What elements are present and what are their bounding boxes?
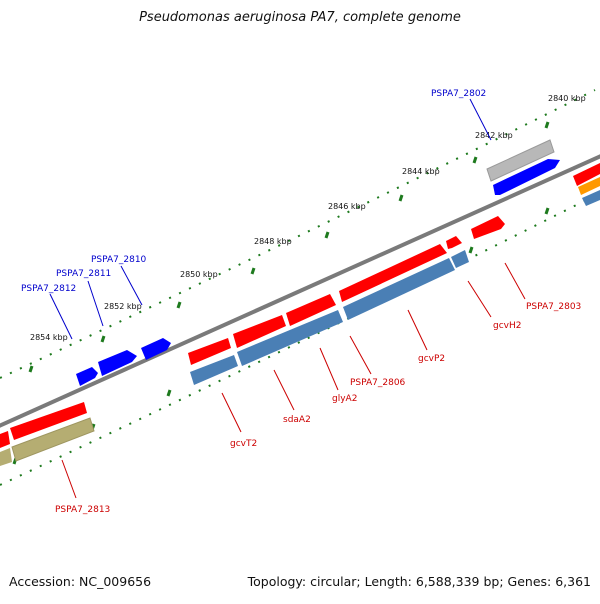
gene-gcvT2[interactable] <box>188 338 231 365</box>
gene-gcvH2[interactable] <box>446 236 462 249</box>
cds-features <box>190 190 600 385</box>
reverse-strand-genes <box>76 159 560 386</box>
topology-text: Topology: circular; Length: 6,588,339 bp… <box>247 574 591 589</box>
olive-feature-edge[interactable] <box>0 448 12 466</box>
label-PSPA7_2803[interactable]: PSPA7_2803 <box>526 302 581 312</box>
label-PSPA7_2810[interactable]: PSPA7_2810 <box>91 255 147 265</box>
gene-right-edge[interactable] <box>573 163 600 186</box>
forward-strand-genes <box>0 163 600 448</box>
inner-ruler-track <box>0 192 600 486</box>
gene-glyA2[interactable] <box>233 315 286 348</box>
label-PSPA7_2812[interactable]: PSPA7_2812 <box>21 284 76 294</box>
label-PSPA7_2806[interactable]: PSPA7_2806 <box>350 378 406 388</box>
gene-PSPA7_2810[interactable] <box>141 338 171 360</box>
cds-gcvH2[interactable] <box>451 250 469 268</box>
olive-feature[interactable] <box>11 417 95 462</box>
gene-PSPA7_2802[interactable] <box>493 159 560 195</box>
label-PSPA7_2802[interactable]: PSPA7_2802 <box>431 89 486 99</box>
label-leader-lines <box>49 98 526 499</box>
label-gcvP2[interactable]: gcvP2 <box>418 354 445 364</box>
outer-ruler-track <box>0 89 596 379</box>
ruler-label-2852: 2852 kbp <box>104 302 142 311</box>
gene-gcvP2[interactable] <box>339 244 447 302</box>
gene-PSPA7_2806[interactable] <box>286 294 336 326</box>
orange-feature[interactable] <box>578 177 600 195</box>
ruler-label-2842: 2842 kbp <box>475 131 513 140</box>
cds-glyA2[interactable] <box>237 310 343 366</box>
ruler-label-2848: 2848 kbp <box>254 237 292 246</box>
ruler-label-2846: 2846 kbp <box>328 202 366 211</box>
label-sdaA2[interactable]: sdaA2 <box>283 415 311 425</box>
grey-feature[interactable] <box>486 139 555 182</box>
forward-gene-labels: PSPA7_2803 gcvH2 gcvP2 PSPA7_2806 glyA2 … <box>55 302 581 515</box>
genome-backbone <box>0 154 600 428</box>
cds-gcvT2[interactable] <box>190 355 238 385</box>
ruler-label-2840: 2840 kbp <box>548 94 586 103</box>
label-glyA2[interactable]: glyA2 <box>332 394 357 404</box>
ruler-label-2844: 2844 kbp <box>402 167 440 176</box>
ruler-label-2850: 2850 kbp <box>180 270 218 279</box>
accession-text: Accession: NC_009656 <box>9 574 152 589</box>
label-gcvT2[interactable]: gcvT2 <box>230 439 257 449</box>
cds-right-edge[interactable] <box>582 190 600 206</box>
outer-ruler-major-ticks <box>28 121 550 373</box>
gene-left-edge[interactable] <box>0 431 10 448</box>
map-title: Pseudomonas aeruginosa PA7, complete gen… <box>139 10 461 25</box>
gene-PSPA7_2812[interactable] <box>76 367 98 386</box>
label-PSPA7_2813[interactable]: PSPA7_2813 <box>55 505 110 515</box>
label-PSPA7_2811[interactable]: PSPA7_2811 <box>56 269 111 279</box>
cds-gcvP2[interactable] <box>343 258 455 320</box>
label-gcvH2[interactable]: gcvH2 <box>493 321 521 331</box>
ruler-label-2854: 2854 kbp <box>30 333 68 342</box>
gene-PSPA7_2813[interactable] <box>10 402 87 440</box>
reverse-gene-labels: PSPA7_2802 PSPA7_2810 PSPA7_2811 PSPA7_2… <box>21 89 486 294</box>
gene-PSPA7_2811[interactable] <box>98 350 137 376</box>
gene-PSPA7_2803[interactable] <box>471 216 505 239</box>
